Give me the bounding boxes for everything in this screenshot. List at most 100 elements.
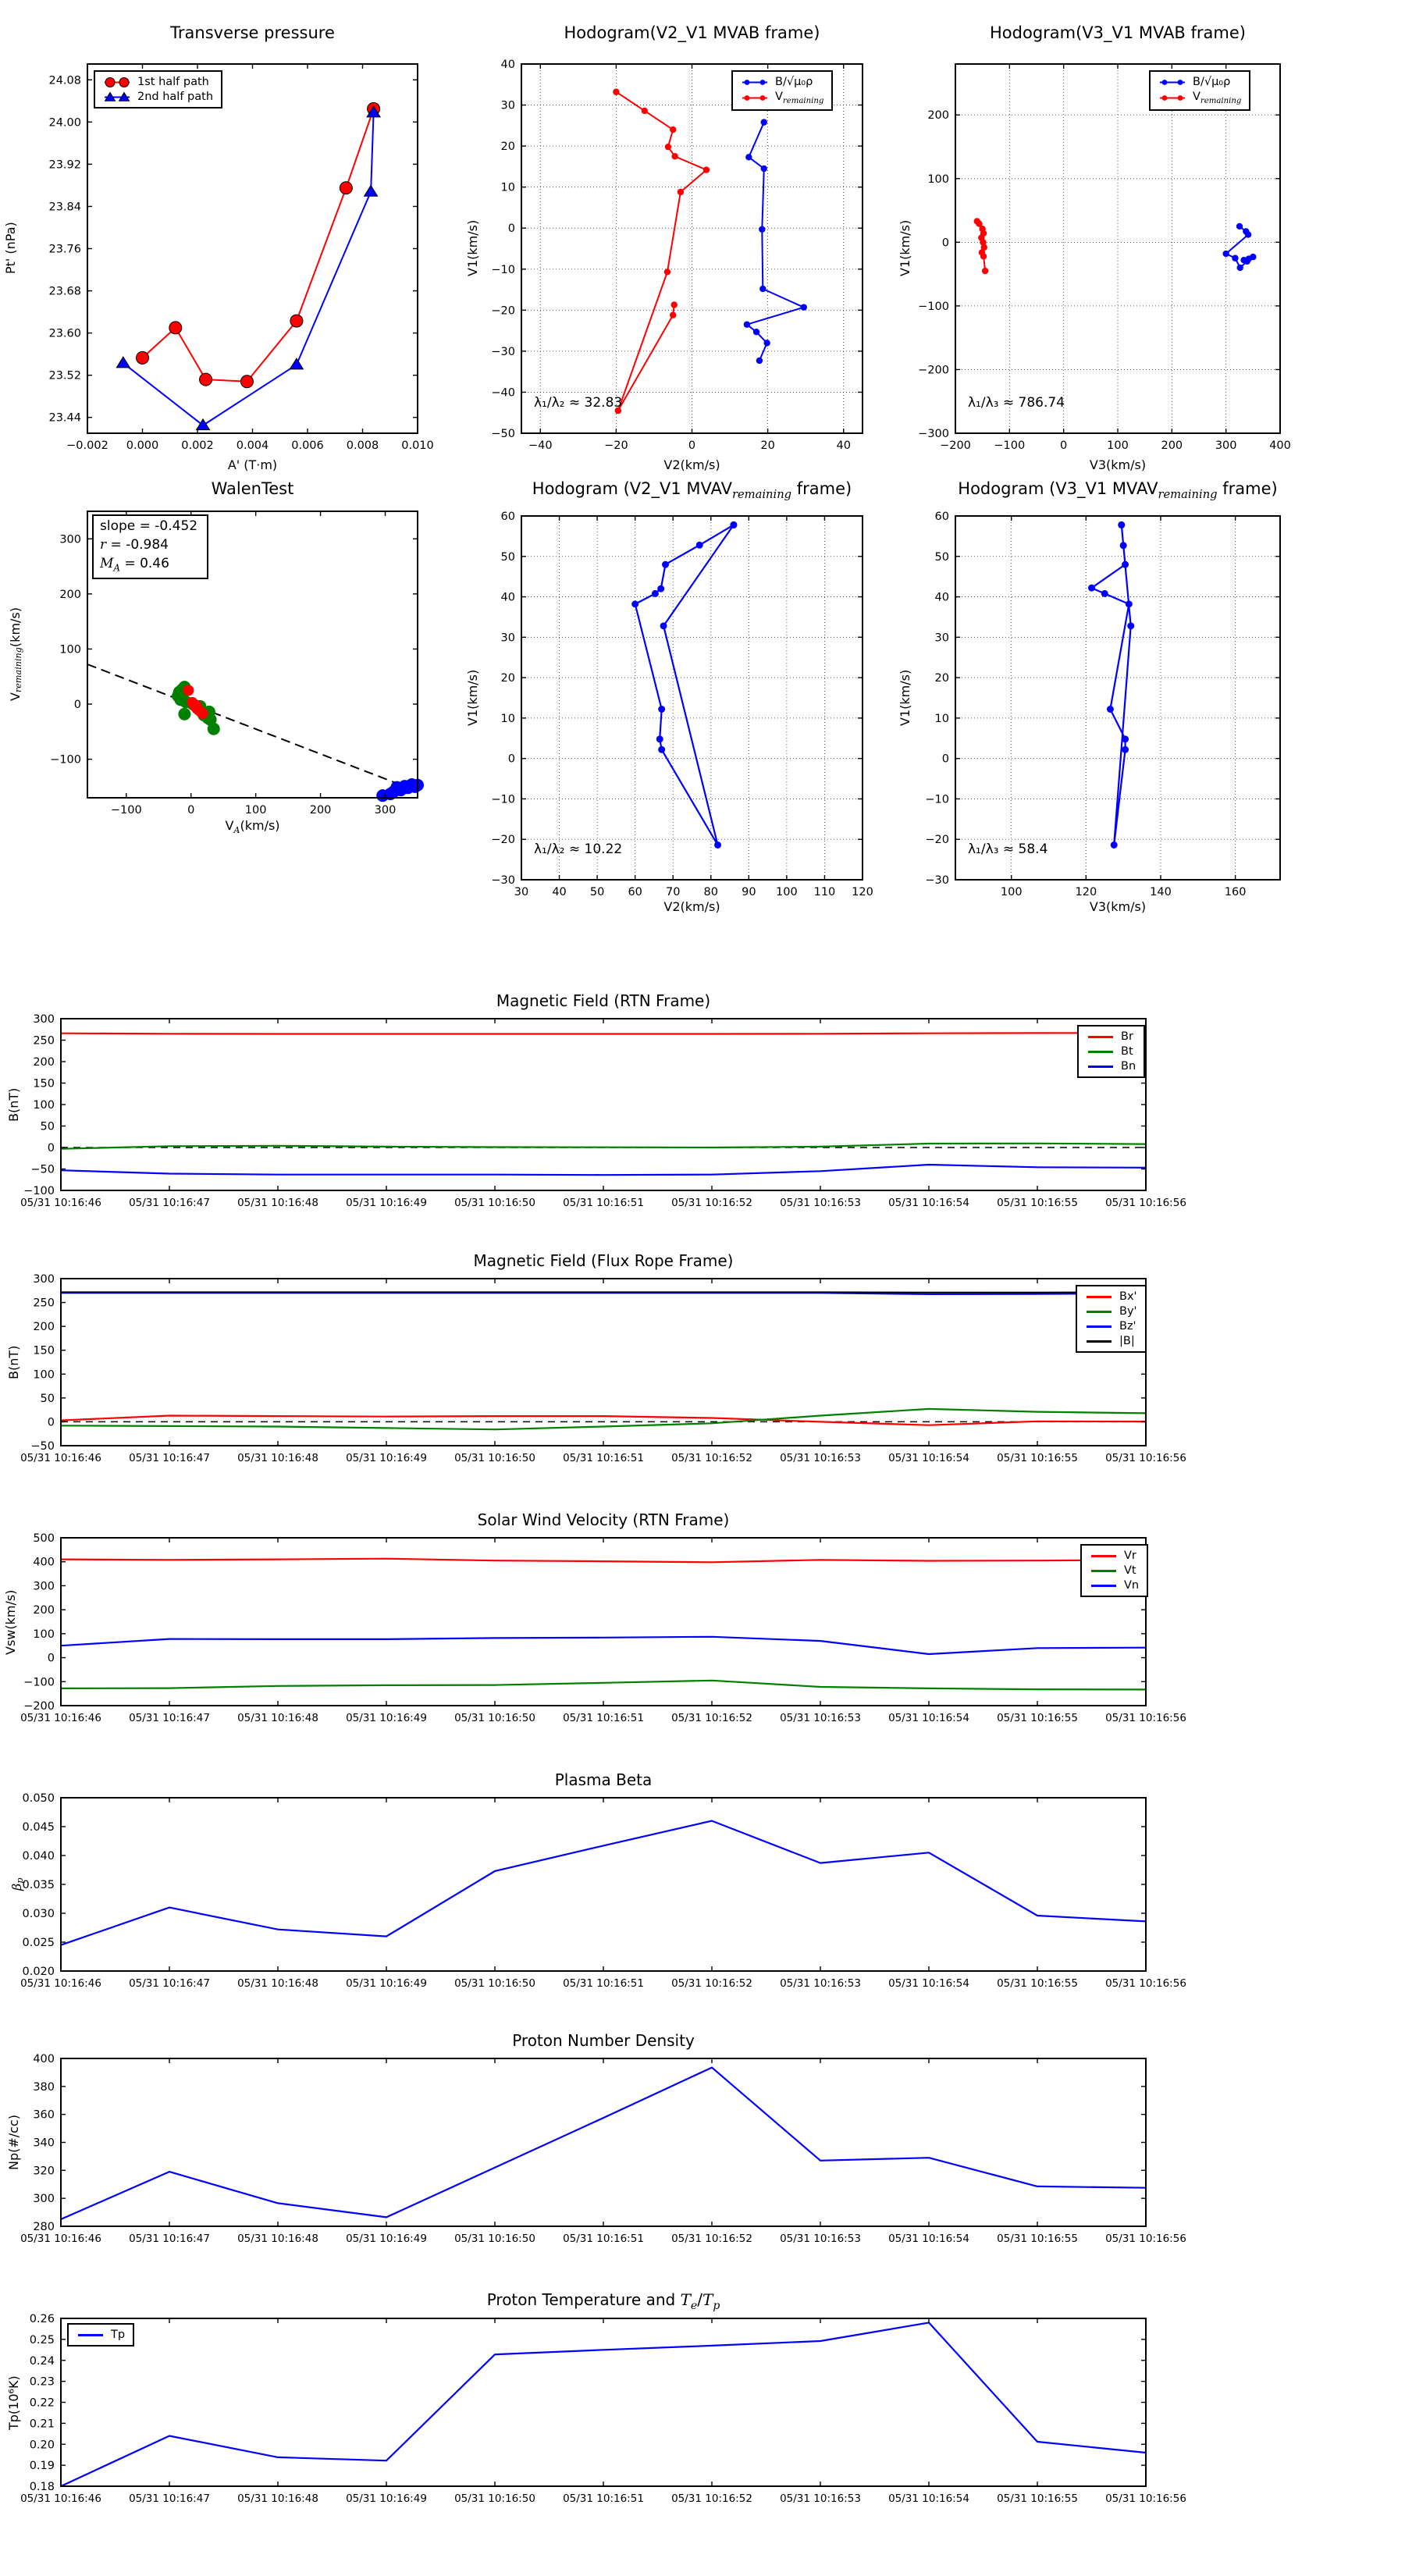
y-tick-label: 23.52 bbox=[48, 370, 81, 382]
legend-entry: 1st half path bbox=[103, 76, 213, 88]
marker-circle bbox=[169, 321, 183, 335]
x-tick-label: 400 bbox=[1269, 439, 1291, 452]
y-tick-label: 60 bbox=[501, 511, 515, 523]
marker-dot bbox=[800, 304, 807, 311]
series-line-fit line bbox=[87, 664, 418, 792]
marker-dot bbox=[178, 707, 191, 720]
legend-entry: Br bbox=[1087, 1030, 1136, 1043]
x-tick-label: 05/31 10:16:46 bbox=[20, 1977, 101, 1990]
xlabel-hodogram-v3v1-mvav: V3(km/s) bbox=[1089, 899, 1147, 914]
series-line-By' bbox=[60, 1407, 1147, 1431]
x-tick-label: 05/31 10:16:48 bbox=[237, 1977, 318, 1990]
xlabel-walen-test: VA(km/s) bbox=[225, 818, 280, 836]
y-tick-label: 0 bbox=[508, 222, 515, 235]
x-tick-label: 05/31 10:16:51 bbox=[563, 1977, 644, 1990]
chart-t5: 05/31 10:16:46 05/31 10:16:47 05/31 10:16:… bbox=[20, 2053, 1186, 2245]
x-tick-label: 05/31 10:16:54 bbox=[888, 1197, 969, 1209]
y-tick-label: 0.030 bbox=[22, 1908, 55, 1920]
legend-label: Vt bbox=[1124, 1564, 1136, 1577]
y-tick-label: 380 bbox=[33, 2081, 55, 2094]
x-tick-label: 05/31 10:16:56 bbox=[1105, 2233, 1186, 2245]
marker-triangle bbox=[116, 356, 131, 368]
legend-label: 2nd half path bbox=[137, 91, 214, 103]
y-tick-label: 0.25 bbox=[30, 2334, 55, 2347]
marker-circle bbox=[240, 375, 254, 389]
marker-triangle bbox=[363, 184, 379, 197]
y-tick-label: 150 bbox=[33, 1345, 55, 1357]
marker-dot bbox=[752, 328, 760, 336]
marker-dot bbox=[662, 560, 670, 568]
marker-dot bbox=[1250, 253, 1257, 261]
x-tick-label: 20 bbox=[760, 439, 774, 452]
marker-dot bbox=[651, 589, 659, 597]
ylabel-solar-wind-velocity: Vsw(km/s) bbox=[3, 1589, 18, 1655]
legend-label: 1st half path bbox=[137, 76, 209, 88]
x-tick-label: 300 bbox=[375, 804, 397, 817]
y-tick-label: −50 bbox=[30, 1440, 55, 1453]
annotation-lambda-ratio-c2: λ₁/λ₂ ≈ 32.83 bbox=[534, 395, 623, 411]
title-hodogram-v2v1-mvab: Hodogram(V2_V1 MVAB frame) bbox=[564, 23, 820, 42]
y-tick-label: 50 bbox=[935, 551, 949, 564]
y-tick-label: 0 bbox=[74, 699, 81, 711]
x-tick-label: 05/31 10:16:56 bbox=[1105, 1712, 1186, 1724]
legend-t6: Tp bbox=[67, 2323, 135, 2347]
y-tick-label: 0 bbox=[942, 753, 949, 766]
y-tick-label: 23.84 bbox=[48, 201, 81, 213]
xlabel-hodogram-v2v1-mvav: V2(km/s) bbox=[663, 899, 720, 914]
y-tick-label: −20 bbox=[491, 304, 515, 317]
legend-entry: Vr bbox=[1090, 1550, 1139, 1562]
marker-dot bbox=[670, 126, 677, 133]
y-tick-label: 150 bbox=[33, 1078, 55, 1091]
marker-dot bbox=[1122, 745, 1129, 753]
y-tick-label: 100 bbox=[59, 643, 81, 656]
series-line-B/√μ₀ρ bbox=[634, 524, 735, 846]
y-tick-label: 40 bbox=[501, 59, 515, 71]
y-tick-label: 0.020 bbox=[22, 1966, 55, 1978]
x-tick-label: 200 bbox=[1161, 439, 1183, 452]
marker-dot bbox=[197, 708, 208, 720]
axes-frame bbox=[955, 515, 1281, 881]
y-tick-label: 200 bbox=[59, 589, 81, 601]
x-tick-label: 05/31 10:16:55 bbox=[997, 1197, 1078, 1209]
x-tick-label: 05/31 10:16:55 bbox=[997, 1712, 1078, 1724]
marker-dot bbox=[660, 622, 667, 630]
marker-dot bbox=[1222, 250, 1229, 258]
title-proton-density: Proton Number Density bbox=[512, 2031, 695, 2050]
x-tick-label: 90 bbox=[742, 886, 756, 898]
marker-dot bbox=[980, 244, 987, 251]
legend-c2: B/√μ₀ρ Vremaining bbox=[731, 70, 834, 111]
y-tick-label: 30 bbox=[501, 632, 515, 644]
x-tick-label: 05/31 10:16:46 bbox=[20, 1452, 101, 1464]
marker-dot bbox=[670, 301, 678, 308]
title-walen-test: WalenTest bbox=[211, 479, 294, 498]
x-tick-label: 160 bbox=[1225, 886, 1247, 898]
y-tick-label: −20 bbox=[491, 834, 515, 846]
series-line-1st half path bbox=[141, 109, 375, 382]
x-tick-label: 40 bbox=[836, 439, 850, 452]
axes-frame bbox=[60, 1018, 1147, 1191]
legend-entry: |B| bbox=[1085, 1335, 1137, 1347]
ylabel-hodogram-v2v1-mvav: V1(km/s) bbox=[465, 669, 480, 727]
x-tick-label: 200 bbox=[310, 804, 332, 817]
series-line-Vt bbox=[60, 1679, 1147, 1691]
x-tick-label: 05/31 10:16:55 bbox=[997, 1452, 1078, 1464]
y-tick-label: 0 bbox=[48, 1653, 55, 1665]
legend-label: Bn bbox=[1121, 1060, 1136, 1073]
y-tick-label: −40 bbox=[491, 386, 515, 399]
marker-circle bbox=[290, 314, 304, 328]
x-tick-label: 120 bbox=[1076, 886, 1097, 898]
x-tick-label: 05/31 10:16:48 bbox=[237, 1712, 318, 1724]
marker-dot bbox=[1232, 254, 1239, 262]
x-tick-label: 0.004 bbox=[237, 439, 269, 452]
x-tick-label: 0 bbox=[1060, 439, 1067, 452]
legend-swatch-line-dots bbox=[1160, 79, 1185, 85]
x-tick-label: 05/31 10:16:47 bbox=[129, 1712, 210, 1724]
y-tick-label: 0.22 bbox=[30, 2397, 55, 2410]
x-tick-label: 40 bbox=[552, 886, 566, 898]
x-tick-label: 05/31 10:16:56 bbox=[1105, 1452, 1186, 1464]
x-tick-label: 05/31 10:16:52 bbox=[671, 1712, 752, 1724]
y-tick-label: 10 bbox=[501, 182, 515, 194]
y-tick-label: 280 bbox=[33, 2221, 55, 2233]
